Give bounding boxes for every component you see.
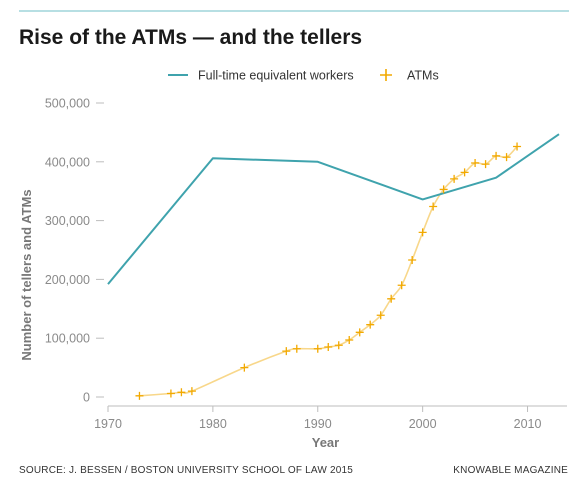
atm-point (397, 281, 406, 290)
atm-point (177, 388, 186, 397)
source-note: SOURCE: J. BESSEN / BOSTON UNIVERSITY SC… (19, 465, 354, 476)
atm-point (292, 344, 301, 353)
atm-point (355, 328, 364, 337)
y-tick-label: 100,000 (45, 332, 90, 346)
atm-point (439, 185, 448, 194)
x-tick-label: 1990 (304, 417, 332, 431)
atm-point (408, 255, 417, 264)
publisher-credit: KNOWABLE MAGAZINE (453, 465, 568, 476)
atms-trend-line (139, 145, 518, 397)
atm-point (376, 311, 385, 320)
atm-point (240, 363, 249, 372)
y-tick-label: 400,000 (45, 155, 90, 169)
atm-point (492, 151, 501, 160)
atm-point (313, 344, 322, 353)
atm-point (282, 347, 291, 356)
atm-point (418, 228, 427, 237)
workers-series-line (107, 133, 560, 285)
x-axis-title: Year (312, 435, 339, 450)
atm-point (471, 158, 480, 167)
atm-point (187, 387, 196, 396)
atm-point (334, 341, 343, 350)
y-axis-title: Number of tellers and ATMs (19, 189, 34, 360)
atm-point (324, 343, 333, 352)
x-tick-label: 1980 (199, 417, 227, 431)
atm-point (135, 391, 144, 400)
atm-point (366, 320, 375, 329)
legend-atms-marker (380, 69, 392, 81)
y-tick-label: 0 (83, 391, 90, 405)
x-tick-label: 2000 (409, 417, 437, 431)
atm-point (387, 294, 396, 303)
y-tick-label: 500,000 (45, 97, 90, 111)
atm-point (345, 335, 354, 344)
legend-atms-label: ATMs (407, 69, 439, 83)
legend-workers-label: Full-time equivalent workers (198, 69, 354, 83)
atm-point (450, 174, 459, 183)
chart-title: Rise of the ATMs — and the tellers (19, 26, 363, 49)
y-tick-label: 300,000 (45, 214, 90, 228)
atm-point (513, 142, 522, 151)
atm-point (481, 160, 490, 169)
x-tick-label: 2010 (514, 417, 542, 431)
y-tick-label: 200,000 (45, 273, 90, 287)
atm-point (460, 168, 469, 177)
atm-point (429, 202, 438, 211)
x-tick-label: 1970 (94, 417, 122, 431)
atm-point (502, 153, 511, 162)
atm-point (166, 389, 175, 398)
top-rule (19, 10, 569, 12)
